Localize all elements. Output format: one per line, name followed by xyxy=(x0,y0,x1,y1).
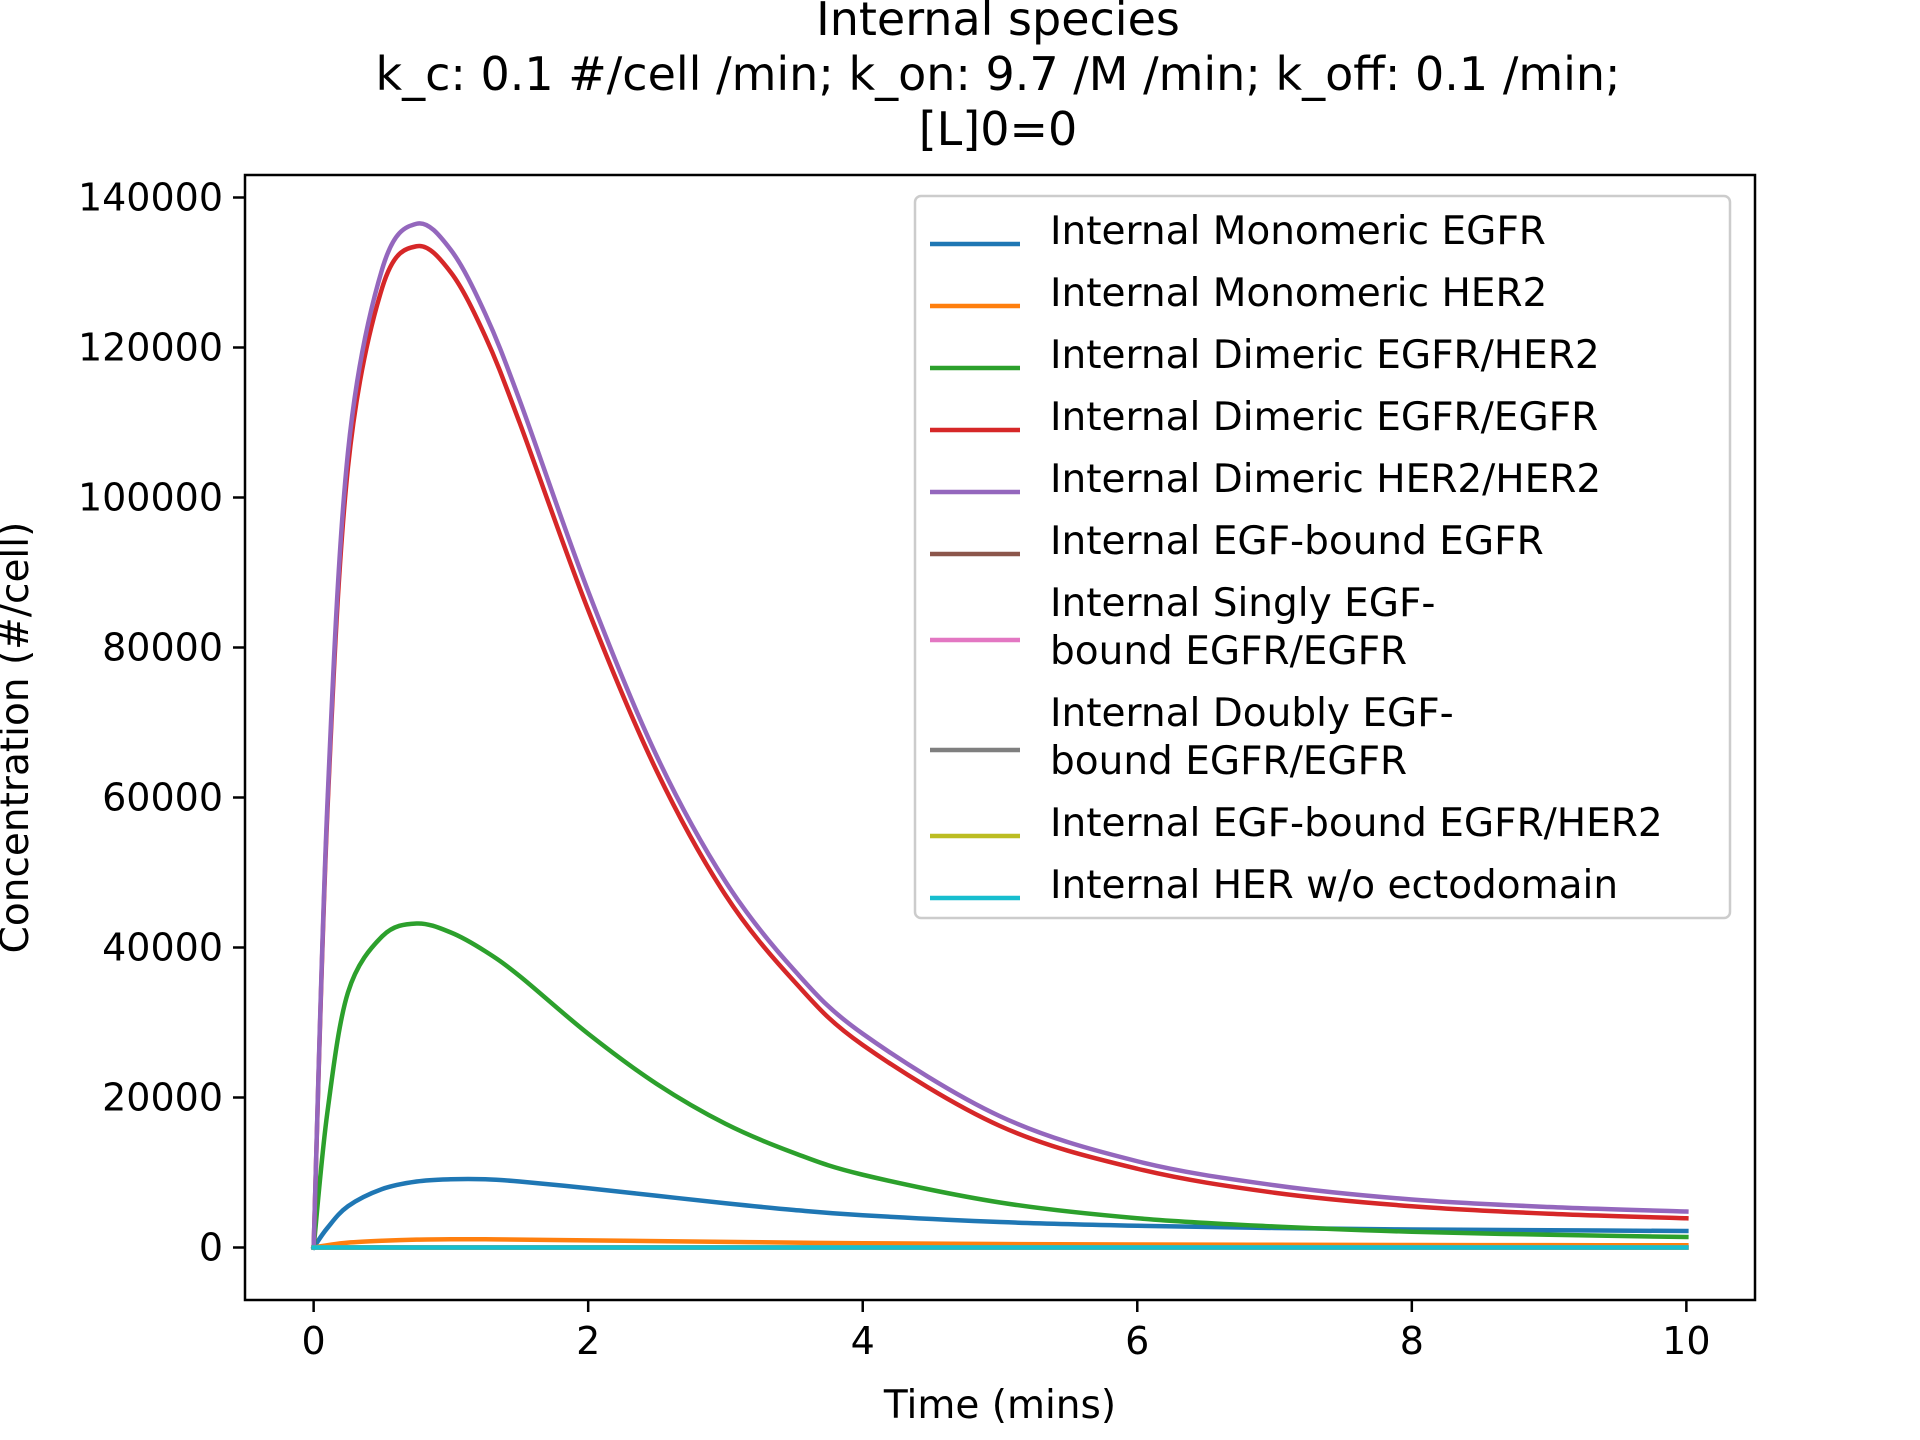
x-axis-label: Time (mins) xyxy=(883,1383,1116,1428)
x-axis: 0 2 4 6 8 10 xyxy=(302,1300,1711,1363)
series-lines xyxy=(310,221,1689,1251)
legend: Internal Monomeric EGFR Internal Monomeri… xyxy=(913,194,1732,920)
legend-label: Internal Doubly EGF- xyxy=(1050,691,1454,736)
x-tick-label: 4 xyxy=(851,1319,875,1363)
legend-label: Internal HER w/o ectodomain xyxy=(1050,863,1618,908)
legend-box xyxy=(913,194,1732,920)
legend-label: Internal Monomeric HER2 xyxy=(1050,271,1547,316)
legend-label: bound EGFR/EGFR xyxy=(1050,629,1407,674)
legend-label: Internal Dimeric EGFR/HER2 xyxy=(1050,333,1600,378)
legend-label: Internal EGF-bound EGFR xyxy=(1050,519,1544,564)
y-tick-label: 20000 xyxy=(102,1076,223,1120)
series-line-3 xyxy=(311,921,1689,1250)
legend-label: bound EGFR/EGFR xyxy=(1050,739,1407,784)
y-tick-label: 100000 xyxy=(78,476,223,520)
y-tick-label: 0 xyxy=(199,1226,223,1270)
x-tick-label: 8 xyxy=(1400,1319,1424,1363)
series-line-1 xyxy=(310,1176,1689,1251)
chart-title-line: Internal species xyxy=(816,0,1180,46)
legend-label: Internal Singly EGF- xyxy=(1050,581,1435,626)
x-tick-label: 10 xyxy=(1662,1319,1710,1363)
plot-area-frame xyxy=(243,173,1757,1302)
y-tick-label: 120000 xyxy=(78,326,223,370)
y-tick-label: 60000 xyxy=(102,776,223,820)
series-line-5 xyxy=(311,221,1689,1250)
y-axis-label: Concentration (#/cell) xyxy=(0,522,38,954)
chart-title-line: k_c: 0.1 #/cell /min; k_on: 9.7 /M /min;… xyxy=(375,47,1620,101)
legend-label: Internal Monomeric EGFR xyxy=(1050,209,1546,254)
legend-label: Internal Dimeric HER2/HER2 xyxy=(1050,457,1601,502)
x-tick-label: 6 xyxy=(1125,1319,1149,1363)
legend-label: Internal Dimeric EGFR/EGFR xyxy=(1050,395,1598,440)
y-tick-label: 140000 xyxy=(78,176,223,220)
series-line-2 xyxy=(311,1236,1689,1251)
x-tick-label: 0 xyxy=(302,1319,326,1363)
y-tick-label: 80000 xyxy=(102,626,223,670)
y-tick-label: 40000 xyxy=(102,926,223,970)
legend-label: Internal EGF-bound EGFR/HER2 xyxy=(1050,801,1663,846)
x-tick-label: 2 xyxy=(576,1319,600,1363)
y-axis: 0 20000 40000 60000 80000 100000 120000 140000 xyxy=(78,176,245,1270)
chart-title-line: [L]0=0 xyxy=(919,102,1078,156)
